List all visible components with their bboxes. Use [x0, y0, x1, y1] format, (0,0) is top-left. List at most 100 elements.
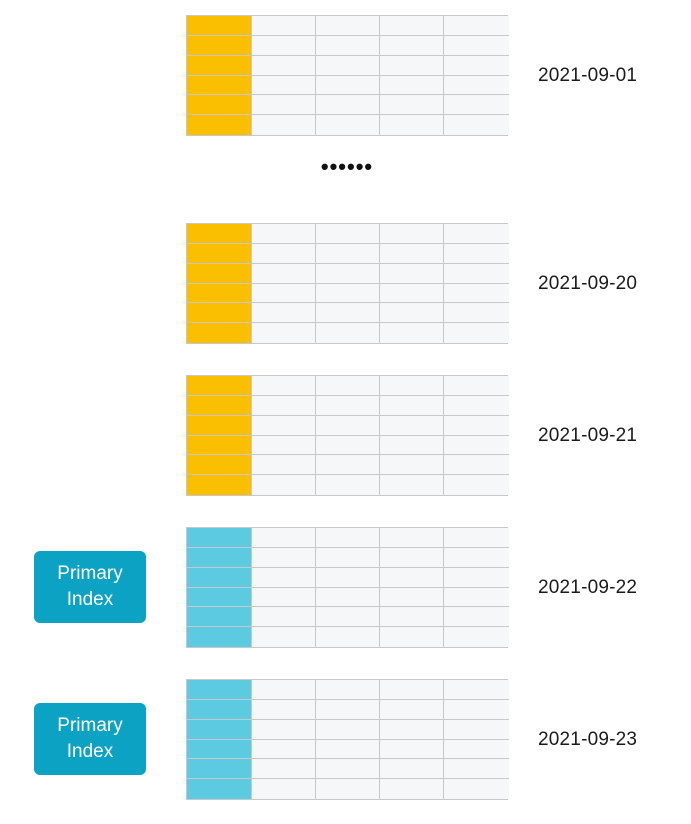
table-cell: [316, 627, 380, 647]
table-cell: [252, 323, 316, 343]
key-column-cell: [187, 95, 252, 116]
table-cell: [252, 739, 316, 760]
table-cell: [316, 528, 380, 548]
table-cell: [380, 243, 444, 264]
table-cell: [252, 567, 316, 588]
key-column-cell: [187, 224, 252, 244]
table-cell: [444, 627, 509, 647]
table-cell: [444, 303, 509, 324]
table-cell: [316, 95, 380, 116]
key-column-cell: [187, 547, 252, 568]
table-cell: [444, 547, 509, 568]
table-cell: [444, 415, 509, 436]
partition-2021-09-23: 2021-09-23 Primary Index: [0, 679, 691, 800]
key-column-cell: [187, 16, 252, 36]
table-cell: [380, 567, 444, 588]
key-column-cell: [187, 699, 252, 720]
key-column-cell: [187, 75, 252, 96]
table-cell: [252, 303, 316, 324]
table-cell: [316, 115, 380, 135]
table-cell: [252, 95, 316, 116]
table-cell: [316, 75, 380, 96]
table-cell: [380, 779, 444, 799]
table-cell: [380, 627, 444, 647]
table-cell: [252, 224, 316, 244]
table-cell: [316, 303, 380, 324]
table-cell: [252, 75, 316, 96]
key-column-cell: [187, 303, 252, 324]
table-cell: [380, 528, 444, 548]
table-cell: [252, 547, 316, 568]
ellipsis-separator: ••••••: [320, 154, 374, 179]
key-column-cell: [187, 567, 252, 588]
table-cell: [316, 35, 380, 56]
key-column-cell: [187, 528, 252, 548]
partition-table: [186, 527, 509, 648]
table-cell: [316, 607, 380, 628]
table-cell: [380, 719, 444, 740]
key-column-cell: [187, 283, 252, 304]
table-cell: [380, 16, 444, 36]
table-cell: [252, 283, 316, 304]
table-cell: [316, 55, 380, 76]
table-cell: [316, 243, 380, 264]
table-cell: [444, 475, 509, 495]
table-cell: [316, 323, 380, 343]
table-cell: [444, 376, 509, 396]
table-cell: [380, 415, 444, 436]
table-cell: [380, 547, 444, 568]
table-cell: [444, 455, 509, 476]
table-cell: [444, 699, 509, 720]
table-cell: [316, 587, 380, 608]
table-cell: [444, 95, 509, 116]
table-cell: [380, 607, 444, 628]
table-cell: [316, 779, 380, 799]
key-column-cell: [187, 323, 252, 343]
partition-date-label: 2021-09-21: [538, 424, 638, 446]
table-cell: [252, 759, 316, 780]
table-cell: [444, 16, 509, 36]
partition-date-label: 2021-09-23: [538, 728, 638, 750]
table-cell: [316, 567, 380, 588]
key-column-cell: [187, 243, 252, 264]
table-cell: [444, 115, 509, 135]
key-column-cell: [187, 35, 252, 56]
partition-date-label: 2021-09-20: [538, 272, 638, 294]
table-cell: [380, 587, 444, 608]
table-cell: [380, 739, 444, 760]
table-cell: [316, 16, 380, 36]
table-cell: [252, 35, 316, 56]
table-cell: [380, 263, 444, 284]
key-column-cell: [187, 627, 252, 647]
table-cell: [444, 263, 509, 284]
table-cell: [380, 75, 444, 96]
table-cell: [444, 567, 509, 588]
partition-date-label: 2021-09-01: [538, 64, 638, 86]
table-cell: [444, 779, 509, 799]
table-cell: [380, 224, 444, 244]
partition-2021-09-22: 2021-09-22 Primary Index: [0, 527, 691, 648]
table-cell: [444, 395, 509, 416]
table-cell: [316, 224, 380, 244]
table-cell: [380, 759, 444, 780]
table-cell: [444, 35, 509, 56]
table-cell: [380, 455, 444, 476]
table-cell: [252, 16, 316, 36]
table-cell: [252, 435, 316, 456]
partition-table: [186, 223, 509, 344]
key-column-cell: [187, 115, 252, 135]
key-column-cell: [187, 263, 252, 284]
partition-2021-09-21: 2021-09-21: [0, 375, 691, 496]
table-cell: [444, 323, 509, 343]
table-cell: [252, 528, 316, 548]
partition-table: [186, 375, 509, 496]
table-cell: [380, 680, 444, 700]
table-cell: [444, 587, 509, 608]
table-cell: [380, 115, 444, 135]
table-cell: [316, 739, 380, 760]
table-cell: [252, 415, 316, 436]
table-cell: [380, 376, 444, 396]
table-cell: [444, 243, 509, 264]
table-cell: [252, 455, 316, 476]
table-cell: [316, 395, 380, 416]
